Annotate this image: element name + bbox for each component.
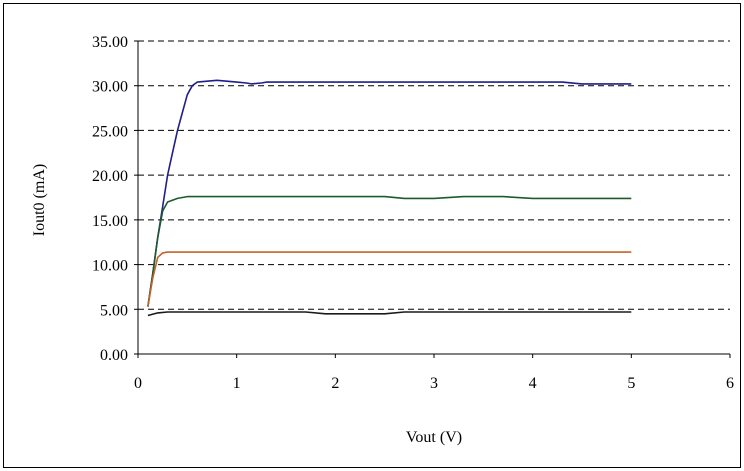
series-lines: [147, 79, 632, 317]
y-tick-label: 10.00: [92, 258, 128, 275]
x-tick-label: 6: [726, 375, 734, 392]
x-tick-label: 0: [134, 375, 142, 392]
y-tick-label: 35.00: [92, 34, 128, 51]
series-line-2: [147, 195, 632, 307]
axes: [137, 41, 730, 355]
x-tick-labels: 0 1 2 3 4 5 6: [134, 354, 734, 392]
y-tick-label: 25.00: [92, 123, 128, 140]
gridlines: [138, 40, 730, 310]
x-tick-label: 1: [233, 375, 241, 392]
series-line-1: [147, 79, 632, 307]
y-tick-label: 15.00: [92, 213, 128, 230]
line-chart: 0.00 5.00 10.00 15.00 20.00 25.00 30.00 35.00 0…: [31, 34, 734, 446]
y-tick-label: 0.00: [100, 347, 128, 364]
chart-frame: 0.00 5.00 10.00 15.00 20.00 25.00 30.00 35.00 0…: [3, 3, 741, 468]
series-line-4: [147, 311, 632, 317]
y-tick-label: 30.00: [92, 79, 128, 96]
y-tick-label: 5.00: [100, 302, 128, 319]
series-line-3: [147, 251, 632, 307]
x-tick-label: 5: [627, 375, 635, 392]
x-tick-label: 3: [430, 375, 438, 392]
x-tick-label: 2: [331, 375, 339, 392]
y-tick-labels: 0.00 5.00 10.00 15.00 20.00 25.00 30.00 35.00: [92, 34, 138, 364]
y-axis-title: Iout0 (mA): [31, 164, 48, 236]
x-axis-title: Vout (V): [406, 429, 462, 446]
y-tick-label: 20.00: [92, 168, 128, 185]
x-tick-label: 4: [529, 375, 537, 392]
